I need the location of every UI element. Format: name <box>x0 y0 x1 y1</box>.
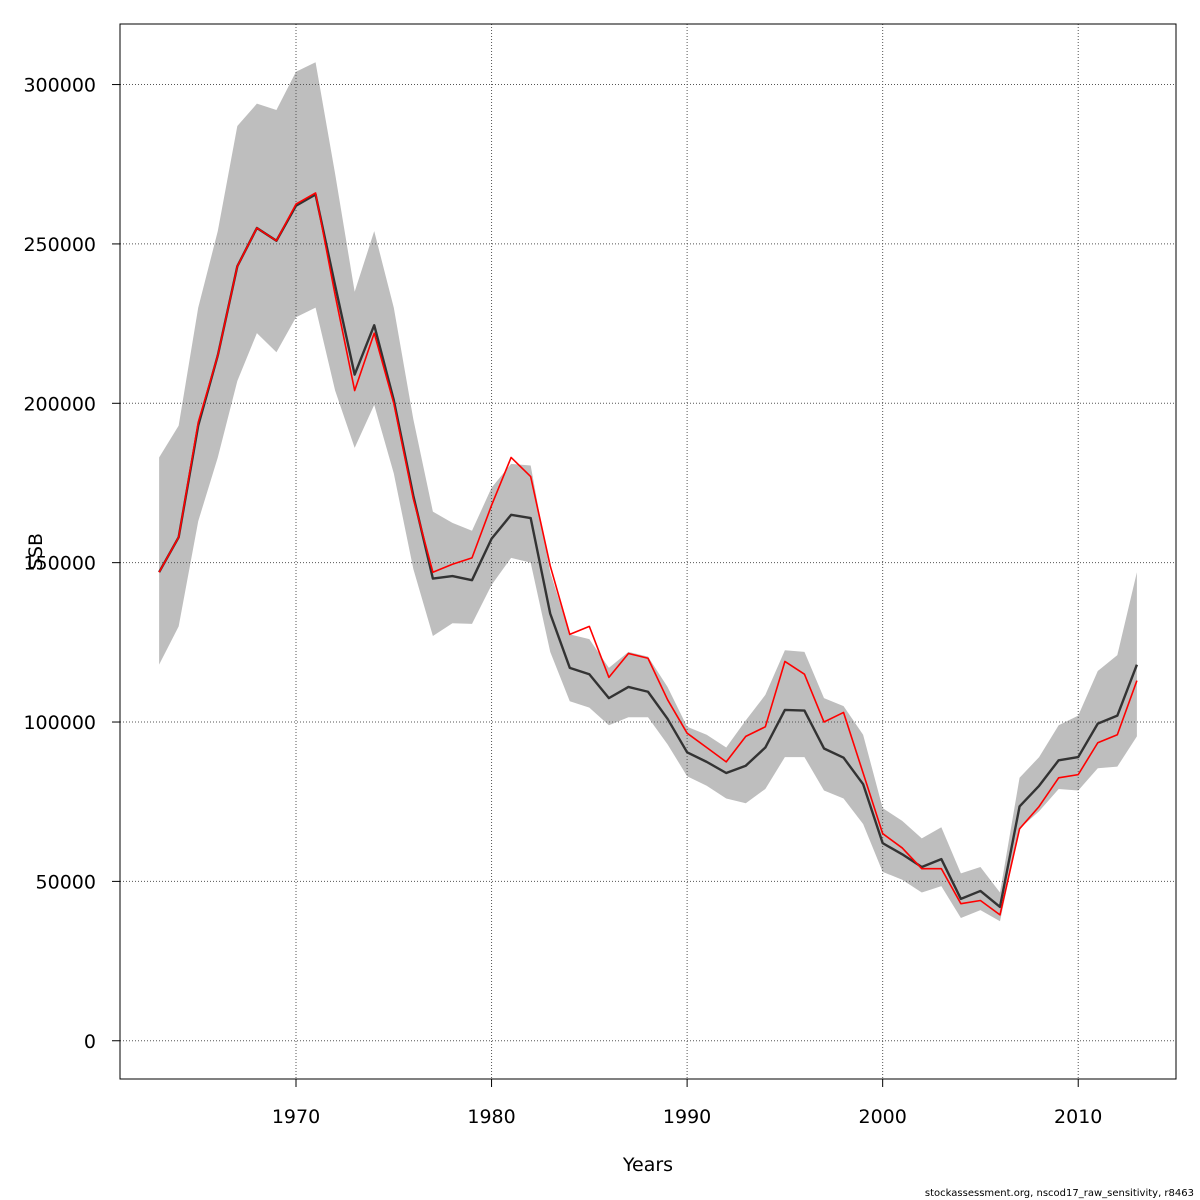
x-axis-title: Years <box>622 1154 673 1176</box>
y-tick-label: 50000 <box>36 871 96 893</box>
series-layer <box>158 192 1139 916</box>
axis-layer: 1970 1980 1990 2000 2010 0 50000 100000 150000 20… <box>23 75 1102 1128</box>
y-axis-title: SSB <box>25 533 47 570</box>
x-tick-label: 2000 <box>858 1106 906 1128</box>
plot-frame <box>119 23 1177 1080</box>
y-tick-label: 0 <box>84 1031 96 1053</box>
y-tick-label: 150000 <box>23 553 96 575</box>
x-tick-label: 1980 <box>467 1106 515 1128</box>
x-tick-label: 1990 <box>663 1106 711 1128</box>
x-tick-label: 2010 <box>1054 1106 1102 1128</box>
x-tick-label: 1970 <box>272 1106 320 1128</box>
grid-layer <box>120 24 1176 1079</box>
confidence-band-layer <box>159 62 1137 922</box>
confidence-band <box>159 62 1137 922</box>
y-tick-label: 300000 <box>23 75 96 97</box>
footer-note: stockassessment.org, nscod17_raw_sensiti… <box>924 1188 1194 1199</box>
y-tick-label: 100000 <box>23 712 96 734</box>
y-tick-label: 200000 <box>23 393 96 415</box>
series-line-2 <box>158 192 1138 916</box>
y-tick-label: 250000 <box>23 234 96 256</box>
